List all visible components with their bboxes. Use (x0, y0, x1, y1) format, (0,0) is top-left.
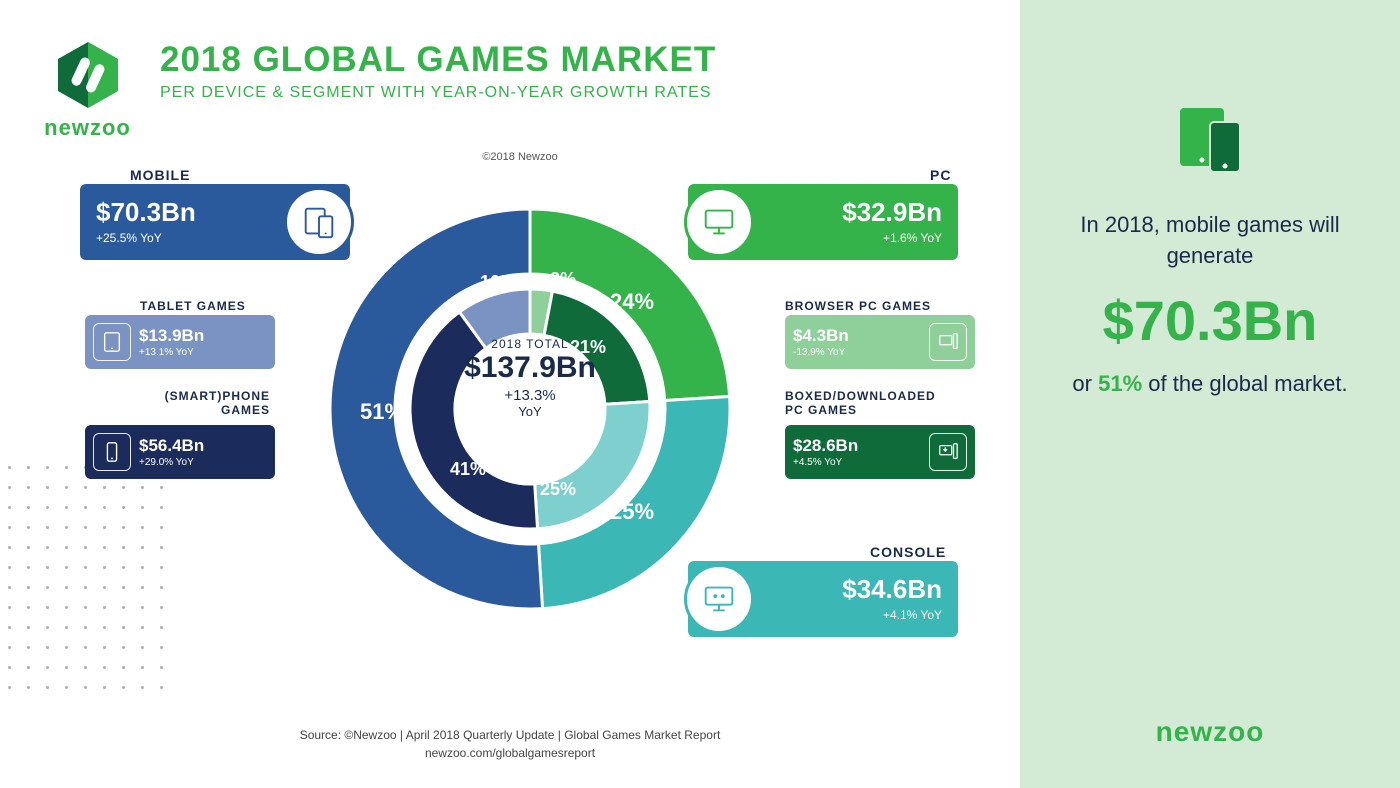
console-icon (700, 580, 738, 618)
brand-logo: newzoo (40, 40, 135, 141)
source-url: newzoo.com/globalgamesreport (40, 746, 980, 760)
pct-label-inner: 41% (450, 459, 486, 480)
pct-label-inner: 3% (550, 269, 576, 290)
smartphone-yoy: +29.0% YoY (139, 457, 267, 468)
pct-label: 51% (360, 399, 404, 425)
browser-yoy: -13.9% YoY (793, 347, 921, 358)
pct-label: 25% (610, 499, 654, 525)
smartphone-value: $56.4Bn (139, 437, 267, 454)
tablet-icon (101, 331, 123, 353)
page-subtitle: PER DEVICE & SEGMENT WITH YEAR-ON-YEAR G… (160, 84, 716, 102)
main-panel: newzoo 2018 GLOBAL GAMES MARKET PER DEVI… (0, 0, 1020, 788)
boxed-value: $28.6Bn (793, 437, 921, 454)
tablet-card: $13.9Bn +13.1% YoY (85, 315, 275, 369)
hex-logo-icon (53, 40, 123, 110)
boxed-card: $28.6Bn +4.5% YoY (785, 425, 975, 479)
mobile-value: $70.3Bn (96, 199, 272, 225)
console-card: $34.6Bn +4.1% YoY (688, 561, 958, 637)
smartphone-title: (SMART)PHONE GAMES (140, 389, 270, 418)
browser-card: $4.3Bn -13.9% YoY (785, 315, 975, 369)
side-line2-pct: 51% (1098, 371, 1142, 396)
side-line1: In 2018, mobile games will generate (1050, 210, 1370, 272)
side-panel: In 2018, mobile games will generate $70.… (1020, 0, 1400, 788)
source-attribution: Source: ©Newzoo | April 2018 Quarterly U… (40, 728, 980, 760)
console-value: $34.6Bn (766, 576, 942, 602)
side-brand: newzoo (1020, 716, 1400, 748)
boxed-title: BOXED/DOWNLOADED PC GAMES (785, 389, 945, 418)
pc-title: PC (930, 167, 951, 183)
side-line2-b: of the global market. (1142, 371, 1347, 396)
mobile-yoy: +25.5% YoY (96, 231, 272, 245)
browser-title: BROWSER PC GAMES (785, 299, 931, 313)
devices-icon (300, 203, 338, 241)
tablet-yoy: +13.1% YoY (139, 347, 267, 358)
chart-copyright: ©2018 Newzoo (40, 151, 1000, 163)
console-yoy: +4.1% YoY (766, 608, 942, 622)
console-title: CONSOLE (870, 544, 946, 560)
pc-card: $32.9Bn +1.6% YoY (688, 184, 958, 260)
side-big: $70.3Bn (1050, 288, 1370, 353)
monitor-icon (700, 203, 738, 241)
brand-name: newzoo (40, 115, 135, 141)
side-line2: or 51% of the global market. (1050, 369, 1370, 400)
browser-value: $4.3Bn (793, 327, 921, 344)
phone-icon (101, 441, 123, 463)
center-yoy: +13.3% (450, 387, 610, 404)
pct-label-inner: 25% (540, 479, 576, 500)
pc-download-icon (937, 441, 959, 463)
mobile-title: MOBILE (130, 167, 190, 183)
source-line: Source: ©Newzoo | April 2018 Quarterly U… (40, 728, 980, 742)
pc-tower-icon (937, 331, 959, 353)
pct-label: 24% (610, 289, 654, 315)
smartphone-card: $56.4Bn +29.0% YoY (85, 425, 275, 479)
tablet-value: $13.9Bn (139, 327, 267, 344)
pct-label-inner: 21% (570, 337, 606, 358)
side-line2-a: or (1072, 371, 1098, 396)
pc-value: $32.9Bn (766, 199, 942, 225)
side-devices-icon (1170, 100, 1250, 180)
mobile-card: $70.3Bn +25.5% YoY (80, 184, 350, 260)
page-title: 2018 GLOBAL GAMES MARKET (160, 40, 716, 80)
boxed-yoy: +4.5% YoY (793, 457, 921, 468)
pc-yoy: +1.6% YoY (766, 231, 942, 245)
pct-label-inner: 10% (480, 272, 516, 293)
donut-chart: 2018 TOTAL $137.9Bn +13.3% YoY 24%25%51%… (50, 169, 990, 689)
center-yoy-label: YoY (450, 404, 610, 419)
tablet-title: TABLET GAMES (140, 299, 246, 313)
header: newzoo 2018 GLOBAL GAMES MARKET PER DEVI… (40, 40, 1000, 141)
